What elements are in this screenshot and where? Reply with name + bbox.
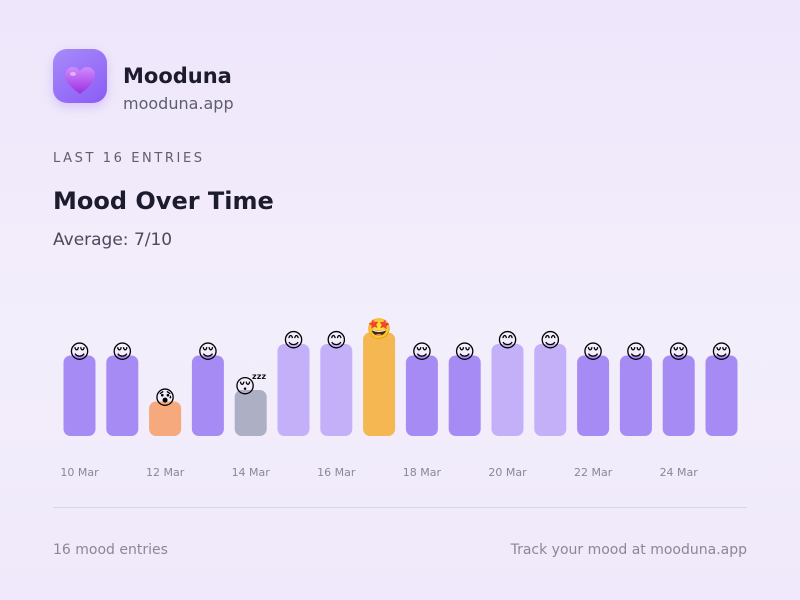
mood-bar-13-mar xyxy=(191,355,224,436)
mood-bar-14-mar xyxy=(234,390,267,436)
app-icon xyxy=(53,49,107,103)
mood-bar-21-mar xyxy=(534,344,567,436)
mood-emoji-14-mar: 😴 xyxy=(235,374,267,398)
mood-emoji-25-mar: 😌 xyxy=(711,340,732,364)
purple-heart-icon xyxy=(65,67,95,94)
entries-eyebrow: LAST 16 ENTRIES xyxy=(53,151,205,166)
mood-bar-10-mar xyxy=(63,355,96,436)
mood-bar-chart: 😌 😌 😰 😌 😴 😊 😊 🤩 😌 😌 😊 😊 😌 😌 😌 😌 10 Mar 12 Mar 14 Mar 16 Mar… xyxy=(60,317,738,479)
mood-emoji-11-mar: 😌 xyxy=(112,340,133,364)
mood-emoji-23-mar: 😌 xyxy=(625,340,646,364)
x-tick-label: 18 Mar xyxy=(403,466,442,479)
mood-bar-19-mar xyxy=(448,355,481,436)
mood-emoji-17-mar: 🤩 xyxy=(367,317,392,341)
mood-bar-11-mar xyxy=(106,355,139,436)
divider xyxy=(53,507,747,508)
mood-emoji-15-mar: 😊 xyxy=(283,328,304,352)
mood-bar-17-mar xyxy=(363,332,396,436)
mood-bar-20-mar xyxy=(491,344,524,436)
mood-emoji-12-mar: 😰 xyxy=(155,386,176,410)
mood-bar-22-mar xyxy=(577,355,610,436)
x-tick-label: 14 Mar xyxy=(232,466,271,479)
x-tick-label: 24 Mar xyxy=(660,466,699,479)
mood-bar-16-mar xyxy=(320,344,353,436)
x-tick-label: 20 Mar xyxy=(488,466,527,479)
mood-emoji-13-mar: 😌 xyxy=(197,340,218,364)
mood-emoji-22-mar: 😌 xyxy=(583,340,604,364)
mood-bar-24-mar xyxy=(662,355,695,436)
mood-emoji-21-mar: 😊 xyxy=(540,328,561,352)
mood-emoji-18-mar: 😌 xyxy=(411,340,432,364)
mood-emoji-19-mar: 😌 xyxy=(454,340,475,364)
entry-count: 16 mood entries xyxy=(53,542,168,558)
mood-bar-18-mar xyxy=(405,355,438,436)
mood-bar-12-mar xyxy=(149,401,182,436)
mood-emoji-16-mar: 😊 xyxy=(326,328,347,352)
footer-cta: Track your mood at mooduna.app xyxy=(510,542,747,558)
average-label: Average: 7/10 xyxy=(53,230,173,250)
mood-emoji-20-mar: 😊 xyxy=(497,328,518,352)
chart-title: Mood Over Time xyxy=(53,187,274,215)
x-tick-label: 22 Mar xyxy=(574,466,613,479)
mood-bar-23-mar xyxy=(619,355,652,436)
x-tick-label: 10 Mar xyxy=(60,466,99,479)
mood-bar-25-mar xyxy=(705,355,738,436)
mood-emoji-24-mar: 😌 xyxy=(668,340,689,364)
x-tick-label: 16 Mar xyxy=(317,466,356,479)
app-url: mooduna.app xyxy=(123,94,234,113)
app-name: Mooduna xyxy=(123,64,232,88)
x-tick-label: 12 Mar xyxy=(146,466,185,479)
mood-emoji-10-mar: 😌 xyxy=(69,340,90,364)
mood-bar-15-mar xyxy=(277,344,310,436)
